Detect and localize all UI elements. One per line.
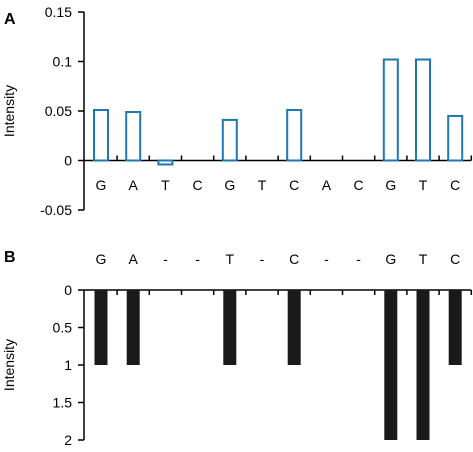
bar — [287, 290, 301, 365]
category-label: G — [385, 177, 396, 193]
category-label: G — [96, 251, 107, 267]
category-label: G — [385, 251, 396, 267]
bar — [286, 109, 303, 162]
y-tick-label: 1 — [64, 357, 72, 373]
category-label: C — [450, 251, 460, 267]
bar — [94, 290, 108, 365]
category-label: C — [289, 251, 299, 267]
category-label: G — [224, 177, 235, 193]
category-label: - — [356, 251, 361, 267]
bar — [223, 290, 237, 365]
category-label: C — [289, 177, 299, 193]
category-label: - — [260, 251, 265, 267]
category-label: A — [129, 251, 139, 267]
category-label: T — [419, 251, 428, 267]
y-tick-label: 0.5 — [53, 320, 73, 336]
bar — [382, 58, 399, 162]
bar — [221, 118, 238, 162]
bar — [448, 290, 462, 365]
bar — [93, 109, 109, 162]
y-tick-label: 0 — [64, 282, 72, 298]
category-label: A — [322, 177, 332, 193]
category-label: T — [419, 177, 428, 193]
category-label: C — [354, 177, 364, 193]
category-label: T — [226, 251, 235, 267]
category-label: A — [129, 177, 139, 193]
bar — [125, 110, 142, 162]
y-tick-label: -0.05 — [40, 202, 72, 218]
y-axis-title: Intensity — [1, 339, 17, 391]
panel-label-a: A — [4, 11, 16, 28]
category-label: C — [193, 177, 203, 193]
y-tick-label: 0 — [64, 153, 72, 169]
y-tick-label: 0.05 — [45, 103, 72, 119]
category-label: - — [163, 251, 168, 267]
bar — [384, 290, 398, 440]
y-axis-title: Intensity — [1, 85, 17, 137]
bar — [126, 290, 140, 365]
category-label: G — [96, 177, 107, 193]
category-label: - — [324, 251, 329, 267]
category-label: - — [195, 251, 200, 267]
bar — [447, 114, 464, 162]
bar — [157, 159, 174, 166]
y-tick-label: 1.5 — [53, 395, 73, 411]
category-label: T — [258, 177, 267, 193]
bar — [415, 58, 431, 162]
y-tick-label: 0.15 — [45, 4, 72, 20]
panel-label-b: B — [4, 249, 16, 266]
y-tick-label: 2 — [64, 432, 72, 448]
category-label: T — [161, 177, 170, 193]
category-label: C — [450, 177, 460, 193]
bar — [416, 290, 430, 440]
y-tick-label: 0.1 — [53, 54, 73, 70]
